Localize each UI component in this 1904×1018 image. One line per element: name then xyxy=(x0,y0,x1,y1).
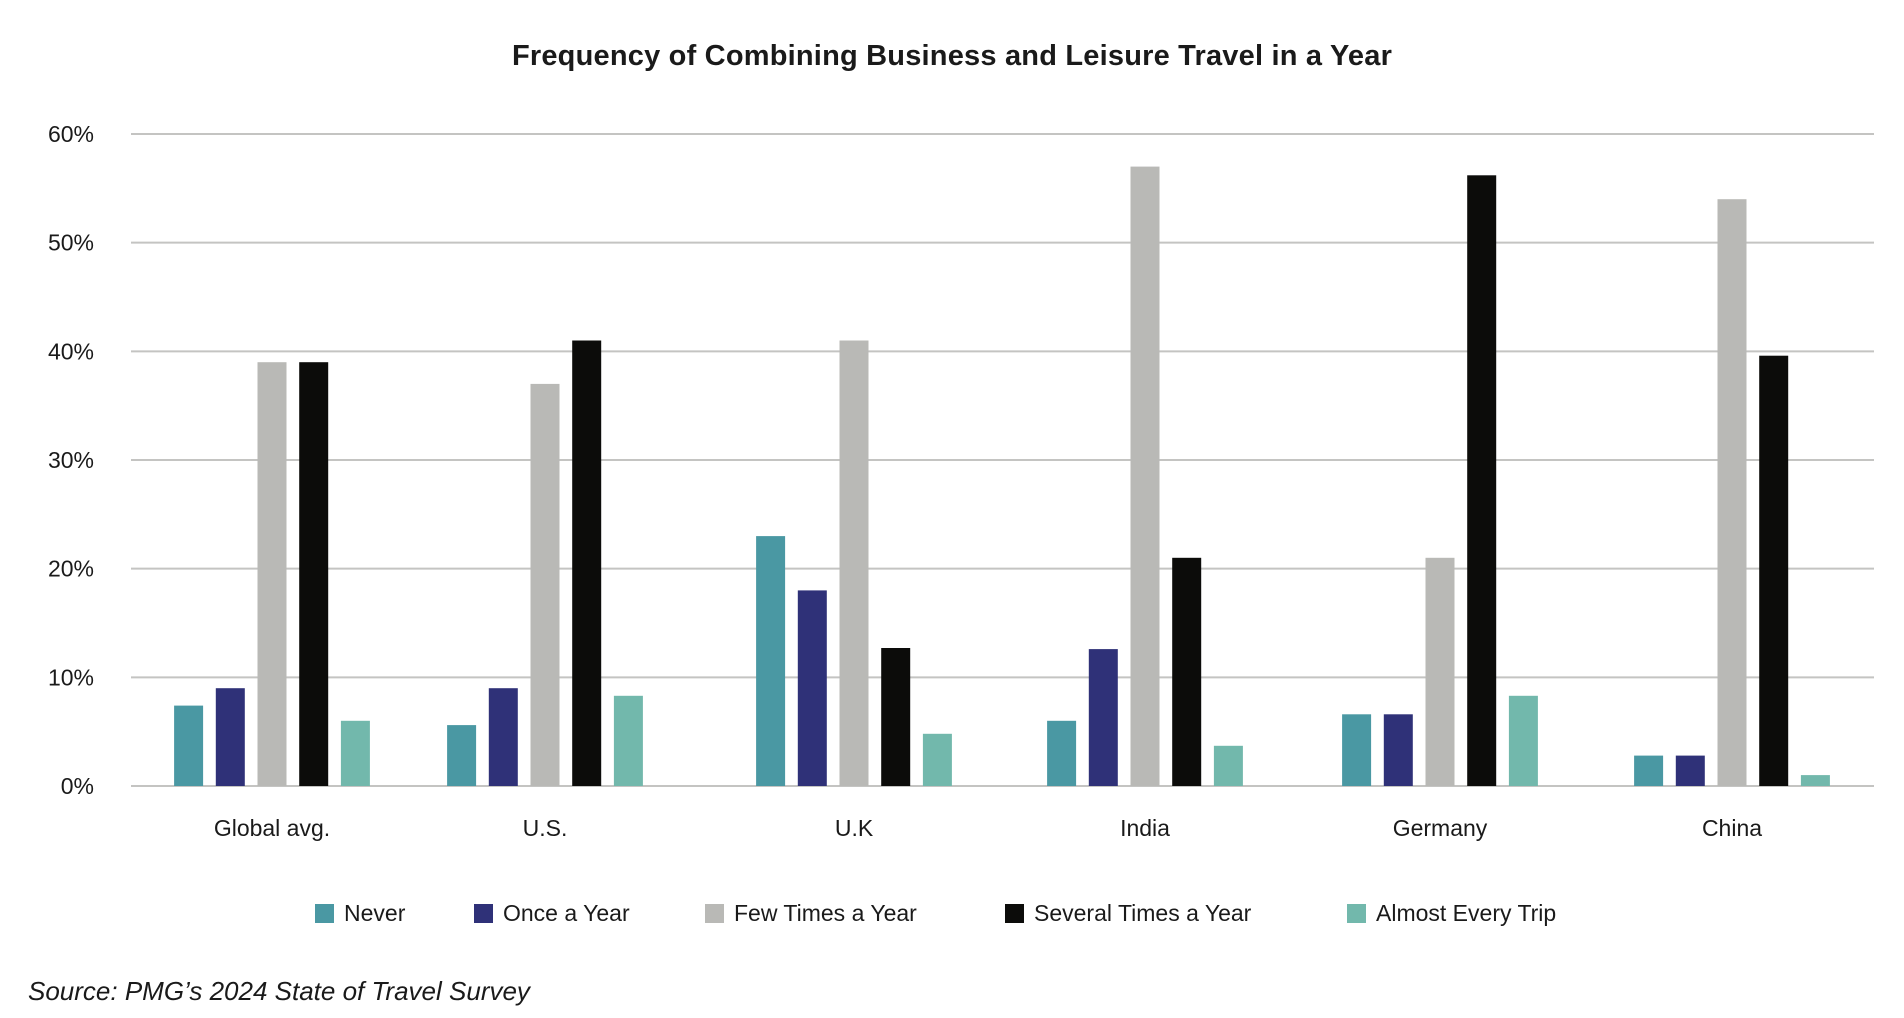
bar xyxy=(1759,355,1789,786)
bar xyxy=(1634,755,1664,786)
legend-label: Several Times a Year xyxy=(1034,899,1252,926)
bar xyxy=(1130,166,1160,787)
bar-group xyxy=(174,362,370,786)
bar xyxy=(1675,755,1705,786)
legend-item-once-a-year: Once a Year xyxy=(474,896,630,930)
bar xyxy=(839,340,869,786)
legend-swatch xyxy=(1347,903,1366,923)
bar xyxy=(881,648,911,786)
bar xyxy=(613,695,643,786)
bar xyxy=(1800,775,1830,786)
x-axis-ticks: Global avg. U.S. U.K India Germany China xyxy=(214,815,1762,841)
bar xyxy=(1383,714,1413,786)
bar xyxy=(215,688,245,786)
legend-item-several-times-a-year: Several Times a Year xyxy=(1005,896,1251,930)
bar-group xyxy=(447,340,643,786)
bar xyxy=(1213,745,1243,786)
y-tick-label: 20% xyxy=(48,556,94,582)
legend-label: Few Times a Year xyxy=(734,899,917,926)
y-tick-label: 10% xyxy=(48,664,94,690)
legend-item-few-times-a-year: Few Times a Year xyxy=(705,896,917,930)
bar xyxy=(1467,175,1497,787)
legend-swatch xyxy=(1005,903,1024,923)
bar xyxy=(340,720,370,786)
x-tick-label: U.S. xyxy=(523,815,568,841)
y-tick-label: 60% xyxy=(48,121,94,147)
x-tick-label: Global avg. xyxy=(214,815,330,841)
bar xyxy=(447,725,477,786)
legend-swatch xyxy=(705,903,724,923)
legend-label: Never xyxy=(344,899,406,926)
legend: Never Once a Year Few Times a Year Sever… xyxy=(0,896,1904,930)
legend-swatch xyxy=(474,903,493,923)
x-tick-label: India xyxy=(1120,815,1170,841)
bar xyxy=(1172,557,1202,786)
bar-group xyxy=(756,340,952,786)
bar xyxy=(1342,714,1372,786)
legend-label: Almost Every Trip xyxy=(1376,899,1557,926)
bar xyxy=(1425,557,1455,786)
bar xyxy=(530,383,560,786)
legend-item-almost-every-trip: Almost Every Trip xyxy=(1347,896,1556,930)
bar-group xyxy=(1342,175,1538,787)
bar xyxy=(1047,720,1077,786)
y-axis-ticks: 0% 10% 20% 30% 40% 50% 60% xyxy=(48,121,94,799)
bars xyxy=(174,166,1830,787)
gridlines xyxy=(131,133,1874,787)
legend-label: Once a Year xyxy=(503,899,630,926)
legend-swatch xyxy=(315,903,334,923)
legend-item-never: Never xyxy=(315,896,405,930)
bar xyxy=(1508,695,1538,786)
bar xyxy=(756,536,786,786)
y-tick-label: 30% xyxy=(48,447,94,473)
bar xyxy=(257,362,287,786)
chart-title: Frequency of Combining Business and Leis… xyxy=(511,40,1393,72)
bar xyxy=(1717,199,1747,786)
y-tick-label: 50% xyxy=(48,230,94,256)
bar xyxy=(174,705,204,786)
bar xyxy=(299,362,329,786)
source-note: Source: PMG’s 2024 State of Travel Surve… xyxy=(28,976,530,1006)
x-tick-label: U.K xyxy=(835,815,874,841)
bar xyxy=(572,340,602,786)
x-tick-label: Germany xyxy=(1393,815,1488,841)
bar xyxy=(488,688,518,786)
y-tick-label: 0% xyxy=(61,773,94,799)
bar-group xyxy=(1047,166,1243,787)
bar xyxy=(797,590,827,786)
y-tick-label: 40% xyxy=(48,338,94,364)
bar xyxy=(1088,649,1118,786)
bar xyxy=(922,733,952,786)
x-tick-label: China xyxy=(1702,815,1762,841)
bar-group xyxy=(1634,199,1830,786)
